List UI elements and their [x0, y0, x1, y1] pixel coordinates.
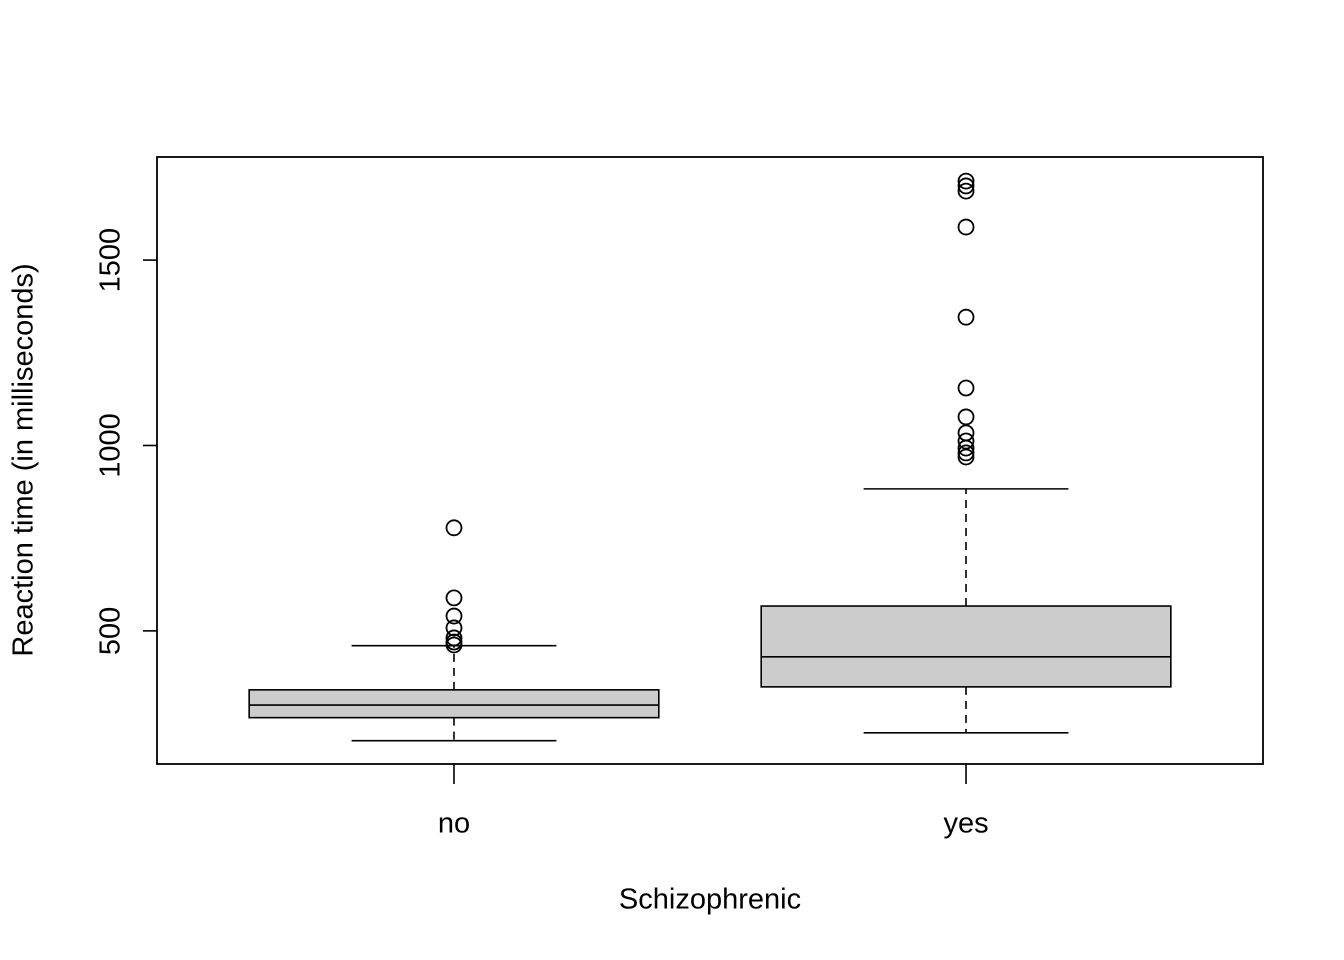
outlier — [957, 172, 975, 190]
y-axis-label: Reaction time (in milliseconds) — [8, 263, 40, 656]
plot-frame — [156, 156, 1264, 765]
outlier — [957, 182, 975, 200]
outlier — [445, 636, 463, 654]
outlier — [445, 589, 463, 607]
y-tick-label: 1000 — [95, 413, 127, 478]
outlier — [957, 177, 975, 195]
box — [248, 689, 660, 719]
outlier — [957, 439, 975, 457]
outlier — [957, 408, 975, 426]
box — [760, 605, 1172, 688]
outlier — [957, 432, 975, 450]
outlier — [957, 448, 975, 466]
outlier — [957, 444, 975, 462]
outlier — [957, 308, 975, 326]
x-tick-label: yes — [943, 808, 988, 840]
outlier — [957, 218, 975, 236]
outlier — [445, 629, 463, 647]
outlier — [957, 379, 975, 397]
x-axis-label: Schizophrenic — [619, 884, 801, 916]
y-tick-label: 1500 — [95, 228, 127, 293]
y-tick-label: 500 — [95, 607, 127, 655]
outlier — [445, 519, 463, 537]
outlier — [445, 619, 463, 637]
x-tick-label: no — [438, 808, 470, 840]
outlier — [445, 607, 463, 625]
